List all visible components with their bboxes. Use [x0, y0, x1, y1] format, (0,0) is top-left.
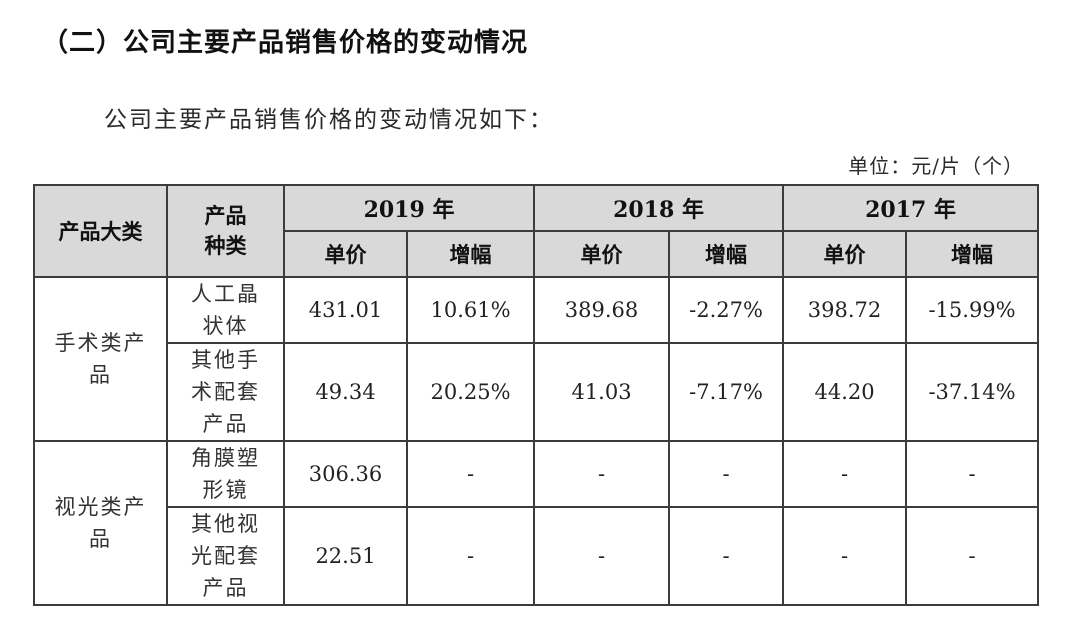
price-cell: - — [533, 440, 671, 508]
intro-text: 公司主要产品销售价格的变动情况如下： — [104, 107, 554, 133]
growth-cell: - — [405, 506, 536, 606]
price-cell: - — [782, 440, 908, 508]
growth-cell: - — [668, 506, 785, 606]
price-cell: 431.01 — [283, 276, 408, 344]
growth-cell: 10.61% — [405, 276, 536, 344]
header-year-2019: 2019 年 — [282, 184, 536, 232]
header-growth: 增幅 — [905, 230, 1040, 278]
price-cell: 306.36 — [283, 440, 408, 508]
growth-cell: -7.17% — [668, 342, 785, 442]
product-type-cell: 其他视光配套产品 — [166, 506, 285, 606]
table-row: 其他视光配套产品 22.51 - - - - - — [34, 506, 1040, 606]
product-type-cell: 人工晶状体 — [166, 276, 285, 344]
section-heading: （二）公司主要产品销售价格的变动情况 — [42, 28, 529, 58]
growth-cell: -37.14% — [905, 342, 1040, 442]
growth-cell: - — [668, 440, 785, 508]
header-year-2017: 2017 年 — [782, 184, 1040, 232]
price-cell: - — [782, 506, 908, 606]
category-cell: 视光类产品 — [33, 440, 168, 606]
table-row: 其他手术配套产品 49.34 20.25% 41.03 -7.17% 44.20… — [34, 342, 1040, 442]
header-year-2018: 2018 年 — [533, 184, 785, 232]
price-cell: 49.34 — [283, 342, 408, 442]
header-type: 产品种类 — [166, 184, 285, 278]
price-table: 产品大类 产品种类 2019 年 2018 年 2017 年 单价 增幅 单价 … — [33, 184, 1040, 606]
growth-cell: - — [905, 506, 1040, 606]
header-growth: 增幅 — [668, 230, 785, 278]
header-unit-price: 单价 — [283, 230, 408, 278]
price-cell: 41.03 — [533, 342, 671, 442]
table-row: 视光类产品 角膜塑形镜 306.36 - - - - - — [33, 440, 1040, 606]
header-unit-price: 单价 — [533, 230, 671, 278]
growth-cell: 20.25% — [405, 342, 536, 442]
header-growth: 增幅 — [405, 230, 536, 278]
price-cell: 44.20 — [782, 342, 908, 442]
category-cell: 手术类产品 — [33, 276, 168, 442]
product-type-cell: 角膜塑形镜 — [166, 440, 285, 508]
price-cell: 389.68 — [533, 276, 671, 344]
growth-cell: -15.99% — [905, 276, 1040, 344]
price-cell: 398.72 — [782, 276, 908, 344]
price-cell: 22.51 — [283, 506, 408, 606]
header-unit-price: 单价 — [782, 230, 908, 278]
header-category: 产品大类 — [33, 184, 168, 278]
growth-cell: -2.27% — [668, 276, 785, 344]
growth-cell: - — [905, 440, 1040, 508]
price-cell: - — [533, 506, 671, 606]
table-row: 手术类产品 人工晶状体 431.01 10.61% 389.68 -2.27% … — [33, 276, 1040, 442]
growth-cell: - — [405, 440, 536, 508]
product-type-cell: 其他手术配套产品 — [166, 342, 285, 442]
unit-note: 单位：元/片（个） — [848, 154, 1024, 178]
